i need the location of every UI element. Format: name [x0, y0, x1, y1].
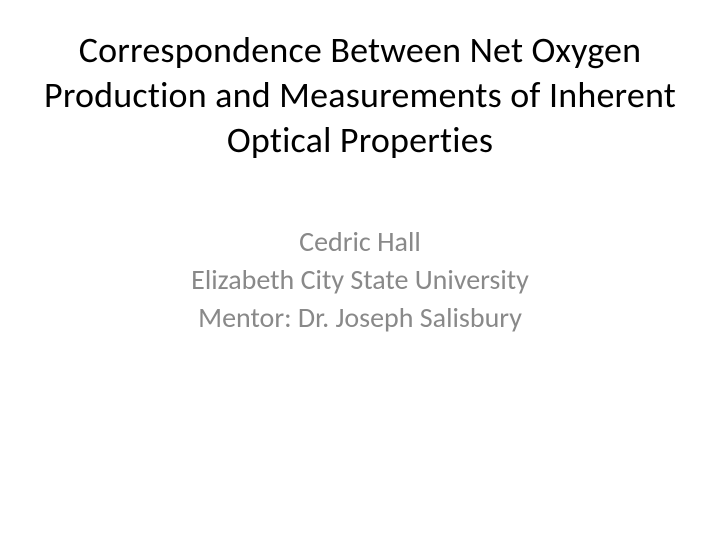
- slide-title: Correspondence Between Net Oxygen Produc…: [40, 28, 680, 163]
- author-name: Cedric Hall: [40, 223, 680, 261]
- subtitle-block: Cedric Hall Elizabeth City State Univers…: [40, 223, 680, 336]
- mentor-line: Mentor: Dr. Joseph Salisbury: [40, 299, 680, 337]
- affiliation: Elizabeth City State University: [40, 261, 680, 299]
- slide-container: Correspondence Between Net Oxygen Produc…: [0, 0, 720, 540]
